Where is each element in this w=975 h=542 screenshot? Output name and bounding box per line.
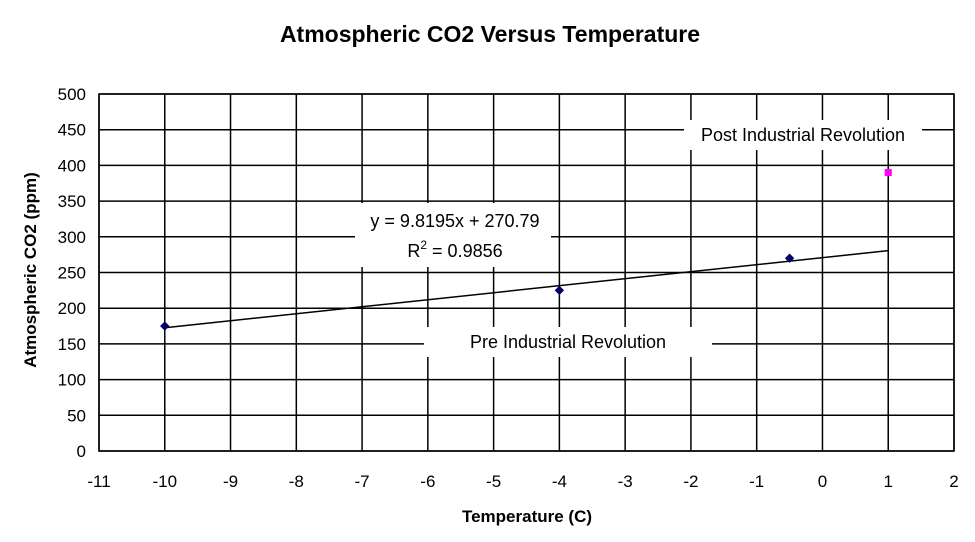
x-tick-label: -4 bbox=[552, 472, 567, 491]
tick-labels: -11 -10 -9 -8 -7 -6 -5 -4 -3 -2 -1 0 1 20501001502002… bbox=[58, 85, 959, 491]
y-tick-label: 500 bbox=[58, 85, 86, 104]
y-tick-label: 250 bbox=[58, 264, 86, 283]
y-tick-label: 300 bbox=[58, 228, 86, 247]
data-point-pre-industrial bbox=[554, 285, 565, 296]
pre-industrial-label-background bbox=[424, 327, 712, 357]
y-tick-label: 50 bbox=[67, 406, 86, 425]
x-tick-label: -11 bbox=[87, 472, 110, 491]
x-tick-label: -9 bbox=[223, 472, 238, 491]
x-tick-label: -6 bbox=[420, 472, 435, 491]
x-tick-label: -1 bbox=[749, 472, 764, 491]
y-tick-label: 200 bbox=[58, 299, 86, 318]
y-tick-label: 100 bbox=[58, 371, 86, 390]
r-squared-label: R2 = 0.9856 bbox=[407, 238, 502, 261]
data-point-pre-industrial bbox=[784, 253, 795, 263]
y-tick-label: 150 bbox=[58, 335, 86, 354]
chart-title: Atmospheric CO2 Versus Temperature bbox=[280, 21, 700, 47]
y-axis-title: Atmospheric CO2 (ppm) bbox=[21, 172, 40, 368]
x-tick-label: -2 bbox=[683, 472, 698, 491]
data-points bbox=[160, 169, 892, 331]
y-tick-label: 350 bbox=[58, 192, 86, 211]
trendline-group bbox=[164, 249, 889, 329]
x-tick-label: 2 bbox=[949, 472, 958, 491]
x-tick-label: -8 bbox=[289, 472, 304, 491]
equation-label-background bbox=[355, 203, 551, 267]
annotations: y = 9.8195x + 270.79 R2 = 0.9856 Post Indu… bbox=[355, 120, 922, 357]
trendline-equation: y = 9.8195x + 270.79 bbox=[370, 211, 539, 231]
data-point-post-industrial bbox=[884, 169, 892, 177]
x-tick-label: -10 bbox=[152, 472, 177, 491]
x-tick-label: -7 bbox=[355, 472, 370, 491]
y-tick-label: 0 bbox=[77, 442, 86, 461]
y-tick-label: 400 bbox=[58, 156, 86, 175]
x-tick-label: -3 bbox=[618, 472, 633, 491]
y-tick-label: 450 bbox=[58, 121, 86, 140]
data-point-pre-industrial bbox=[160, 321, 170, 331]
pre-industrial-label: Pre Industrial Revolution bbox=[470, 332, 666, 352]
x-axis-title: Temperature (C) bbox=[462, 507, 592, 526]
post-industrial-label-background bbox=[684, 120, 922, 150]
trendline bbox=[164, 249, 889, 329]
x-tick-label: 1 bbox=[883, 472, 892, 491]
x-tick-label: 0 bbox=[818, 472, 827, 491]
post-industrial-label: Post Industrial Revolution bbox=[701, 125, 905, 145]
x-tick-label: -5 bbox=[486, 472, 501, 491]
